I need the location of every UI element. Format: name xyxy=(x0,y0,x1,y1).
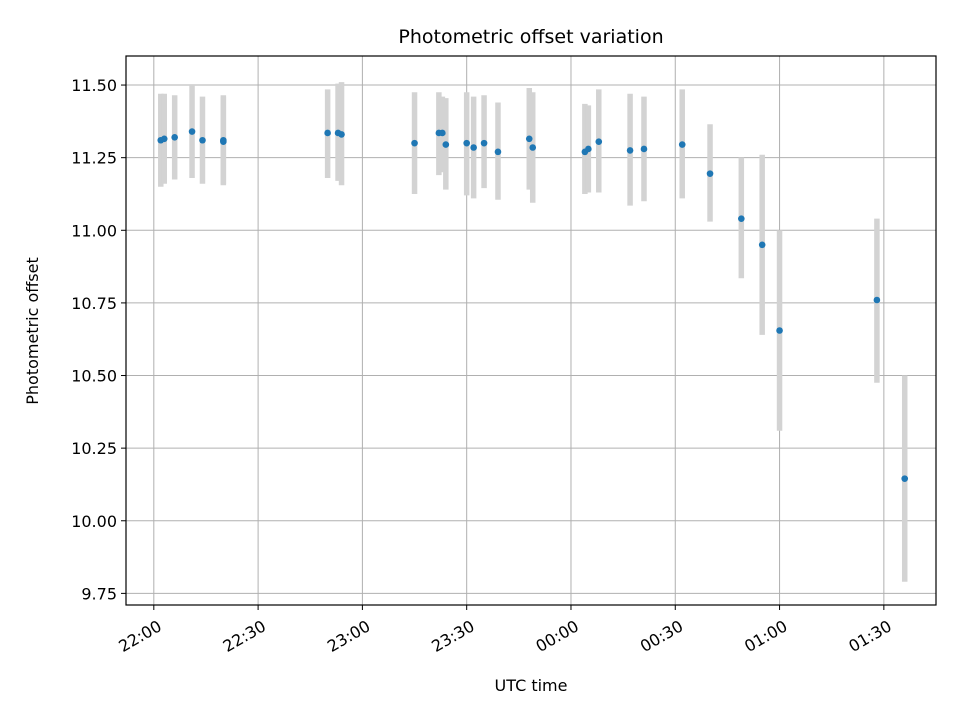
y-axis-title: Photometric offset xyxy=(23,257,42,405)
data-point xyxy=(525,135,533,143)
chart-title: Photometric offset variation xyxy=(398,26,663,48)
data-point xyxy=(678,141,686,148)
data-point xyxy=(480,139,488,147)
data-point xyxy=(188,128,196,135)
data-point xyxy=(529,144,537,151)
data-point xyxy=(338,131,345,138)
data-point xyxy=(738,215,745,222)
data-point xyxy=(439,129,446,137)
y-tick-label: 11.00 xyxy=(71,221,117,240)
data-point xyxy=(160,135,168,143)
data-point xyxy=(199,136,206,144)
data-point xyxy=(758,241,766,249)
x-axis-title: UTC time xyxy=(495,676,568,695)
data-point xyxy=(776,327,783,334)
data-point xyxy=(171,134,178,141)
data-point xyxy=(640,145,648,153)
data-points xyxy=(157,128,909,482)
data-point xyxy=(873,296,881,304)
data-point xyxy=(626,147,634,154)
data-point xyxy=(463,139,470,147)
y-tick-label: 11.50 xyxy=(71,76,117,95)
data-point xyxy=(220,136,227,144)
y-tick-label: 10.25 xyxy=(71,439,117,458)
grid xyxy=(126,56,936,605)
y-tick-label: 9.75 xyxy=(81,584,117,603)
plot-frame xyxy=(125,55,937,606)
data-point xyxy=(324,129,331,137)
data-point xyxy=(706,170,714,177)
y-tick-label: 10.75 xyxy=(71,294,117,313)
y-tick-label: 10.50 xyxy=(71,367,117,386)
data-point xyxy=(470,144,477,151)
data-point xyxy=(585,145,592,153)
data-point xyxy=(411,139,418,147)
y-tick-label: 11.25 xyxy=(71,149,117,168)
y-tick-label: 10.00 xyxy=(71,512,117,531)
data-point xyxy=(494,148,502,156)
data-point xyxy=(901,475,909,482)
data-point xyxy=(442,141,450,148)
y-axis-ticks: 9.75 10.00 10.25 10.50 10.75 11.00 11.25 11.50 xyxy=(71,76,126,603)
data-point xyxy=(595,138,603,145)
